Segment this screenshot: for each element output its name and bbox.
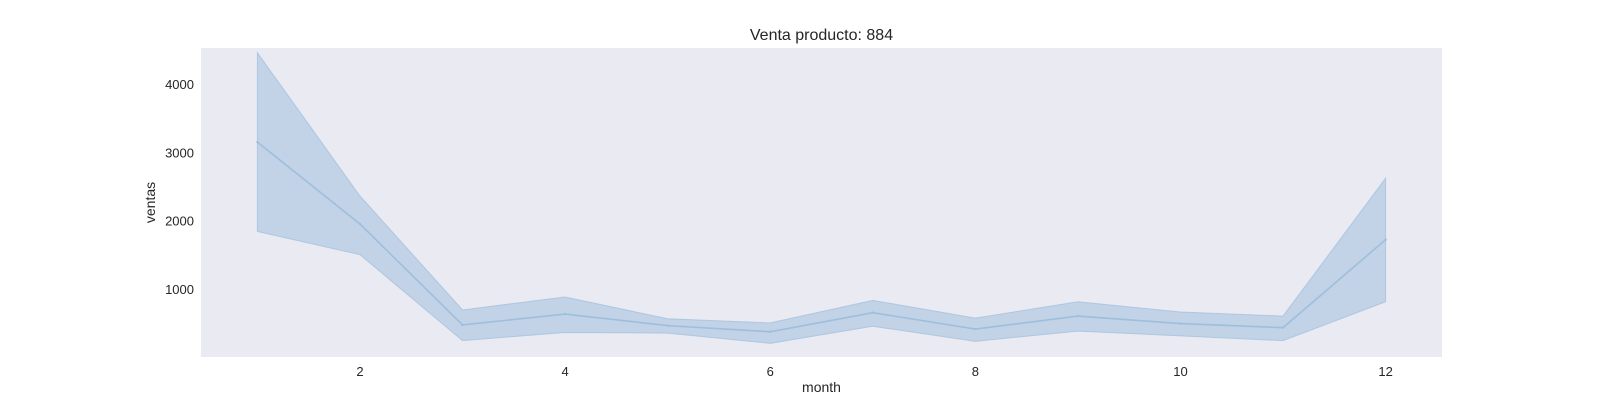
x-tick-label: 12 [1378,364,1392,379]
x-axis-ticks: 2 4 6 8 10 12 [356,364,1392,379]
data-point [666,324,669,327]
confidence-band-layer [256,51,1387,344]
data-point [358,222,362,226]
y-axis-ticks: 1000 2000 3000 4000 [165,77,194,297]
plot-area [201,48,1442,357]
data-point [256,140,259,144]
y-axis-label: ventas [142,182,158,223]
x-tick-label: 2 [356,364,363,379]
chart-title: Venta producto: 884 [750,27,893,44]
data-point [1076,314,1080,318]
y-tick-label: 3000 [165,145,194,160]
data-point [1384,238,1387,241]
y-tick-label: 1000 [165,282,194,297]
series-line [256,141,1387,333]
x-tick-label: 10 [1173,364,1187,379]
series-line-layer [256,140,1387,333]
x-axis-label: month [802,379,841,395]
x-tick-label: 4 [561,364,568,379]
data-point [461,323,464,327]
x-tick-label: 8 [972,364,979,379]
data-point [974,327,977,331]
x-tick-label: 6 [767,364,774,379]
y-tick-label: 2000 [165,214,194,229]
data-point [1179,322,1182,325]
data-point [769,330,772,333]
y-tick-label: 4000 [165,77,194,92]
data-point [871,311,874,314]
confidence-band [256,51,1387,344]
data-point [1281,326,1285,329]
data-point [563,312,567,316]
